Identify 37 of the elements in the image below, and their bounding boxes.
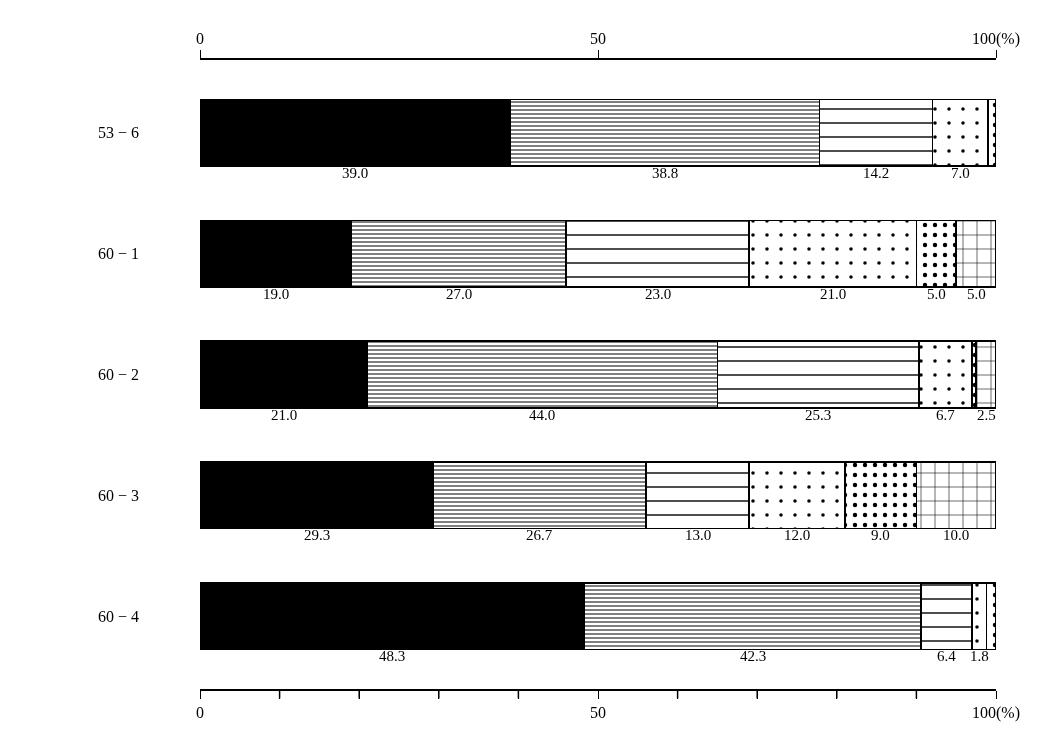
x2-tick-label: 50: [590, 704, 606, 722]
data-label: 14.2: [863, 165, 890, 181]
data-label: 27.0: [446, 286, 473, 302]
data-label: 48.3: [379, 648, 406, 664]
data-label: 38.8: [652, 165, 679, 181]
x2-tick-label: 100(%): [972, 704, 1020, 723]
data-label: 5.0: [927, 286, 946, 302]
data-label: 5.0: [967, 286, 986, 302]
x-tick-label: 50: [590, 29, 606, 47]
data-label: 42.3: [740, 648, 767, 664]
data-label: 19.0: [263, 286, 290, 302]
data-label: 44.0: [529, 407, 556, 423]
x2-tick-label: 0: [196, 704, 204, 722]
data-label: 2.5: [977, 407, 996, 423]
data-label: 39.0: [342, 165, 369, 181]
data-label: 29.3: [304, 527, 331, 543]
data-label: 26.7: [526, 527, 553, 543]
data-label: 6.4: [937, 648, 957, 664]
data-label: 6.7: [936, 407, 956, 423]
data-label: 10.0: [943, 527, 970, 543]
data-label: 25.3: [805, 407, 832, 423]
y-tick-label: 60 − 4: [97, 608, 139, 626]
data-label: 12.0: [784, 527, 811, 543]
data-label: 7.0: [951, 165, 970, 181]
data-label: 1.8: [970, 648, 989, 664]
data-label: 21.0: [271, 407, 298, 423]
y-tick-label: 60 − 1: [97, 245, 139, 263]
data-label: 23.0: [645, 286, 672, 302]
bar: [975, 340, 996, 409]
data-label: 13.0: [685, 527, 712, 543]
y-tick-label: 60 − 3: [97, 487, 139, 505]
x-tick-label: 0: [196, 29, 204, 47]
data-label: 9.0: [871, 527, 890, 543]
y-tick-label: 60 − 2: [97, 366, 139, 384]
data-label: 21.0: [820, 286, 847, 302]
y-tick-label: 53 − 6: [97, 124, 139, 142]
x-tick-label: 100(%): [972, 29, 1020, 48]
